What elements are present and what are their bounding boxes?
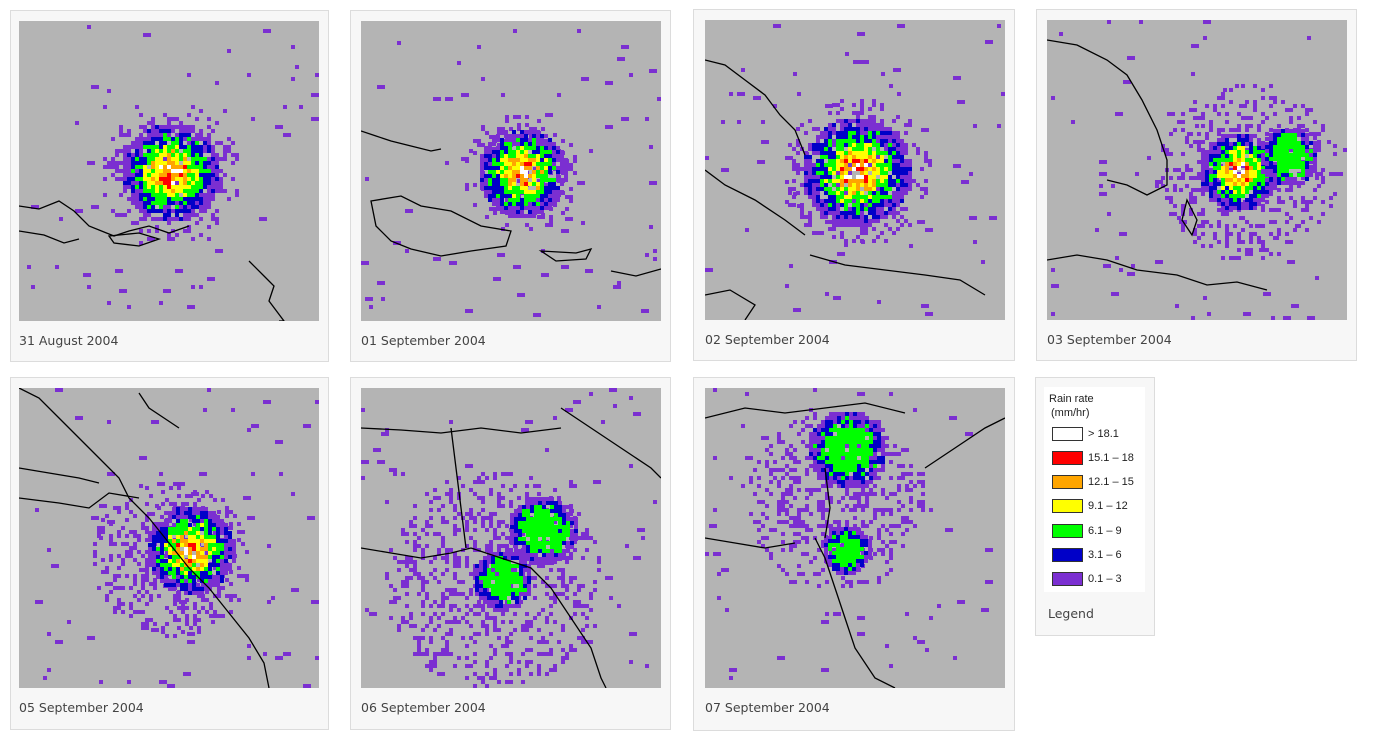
- radar-map-graphic: [19, 388, 319, 688]
- radar-map-image[interactable]: [361, 21, 661, 321]
- legend-unit: (mm/hr): [1051, 407, 1090, 419]
- legend-box[interactable]: Rain rate (mm/hr) > 18.1 15.1 – 18 12.1 …: [1044, 387, 1145, 592]
- legend-swatch: [1052, 548, 1083, 562]
- gallery-panel: 07 September 2004: [693, 377, 1015, 731]
- radar-map-image[interactable]: [19, 388, 319, 688]
- radar-map-graphic: [361, 29, 661, 317]
- legend-label: > 18.1: [1088, 428, 1119, 440]
- legend-swatch: [1052, 475, 1083, 489]
- radar-map-image[interactable]: [361, 388, 661, 688]
- radar-map-graphic: [1047, 20, 1347, 320]
- legend-entry: 15.1 – 18: [1052, 451, 1147, 467]
- gallery-panel: 03 September 2004: [1036, 9, 1357, 361]
- legend-title-text: Rain rate: [1049, 393, 1094, 405]
- gallery-panel: 05 September 2004: [10, 377, 329, 730]
- radar-map-image[interactable]: [705, 388, 1005, 688]
- panel-caption: 06 September 2004: [361, 700, 486, 715]
- radar-map-graphic: [705, 24, 1005, 320]
- gallery-panel: 02 September 2004: [693, 9, 1015, 361]
- legend-entry: 0.1 – 3: [1052, 572, 1147, 588]
- radar-map-graphic: [361, 388, 661, 688]
- legend-label: 9.1 – 12: [1088, 500, 1128, 512]
- legend-entry: 6.1 – 9: [1052, 524, 1147, 540]
- legend-entry: > 18.1: [1052, 427, 1147, 443]
- legend-swatch: [1052, 427, 1083, 441]
- panel-caption: 05 September 2004: [19, 700, 144, 715]
- legend-label: 0.1 – 3: [1088, 573, 1122, 585]
- gallery-panel: 01 September 2004: [350, 10, 671, 362]
- radar-map-image[interactable]: [705, 20, 1005, 320]
- legend-entry: 3.1 – 6: [1052, 548, 1147, 564]
- legend-entry: 9.1 – 12: [1052, 499, 1147, 515]
- legend-swatch: [1052, 572, 1083, 586]
- panel-caption: 07 September 2004: [705, 700, 830, 715]
- legend-caption: Legend: [1048, 606, 1094, 621]
- gallery-panel: 06 September 2004: [350, 377, 671, 730]
- gallery-panel: 31 August 2004: [10, 10, 329, 362]
- legend-label: 6.1 – 9: [1088, 525, 1122, 537]
- radar-map-image[interactable]: [1047, 20, 1347, 320]
- radar-map-graphic: [705, 388, 1005, 688]
- legend-title: Rain rate (mm/hr): [1049, 392, 1094, 420]
- legend-swatch: [1052, 451, 1083, 465]
- panel-caption: 02 September 2004: [705, 332, 830, 347]
- radar-map-graphic: [19, 25, 319, 321]
- legend-label: 12.1 – 15: [1088, 476, 1134, 488]
- legend-label: 15.1 – 18: [1088, 452, 1134, 464]
- legend-panel: Rain rate (mm/hr) > 18.1 15.1 – 18 12.1 …: [1035, 377, 1155, 636]
- legend-swatch: [1052, 499, 1083, 513]
- legend-label: 3.1 – 6: [1088, 549, 1122, 561]
- panel-caption: 01 September 2004: [361, 333, 486, 348]
- panel-caption: 31 August 2004: [19, 333, 119, 348]
- legend-entry: 12.1 – 15: [1052, 475, 1147, 491]
- panel-caption: 03 September 2004: [1047, 332, 1172, 347]
- radar-map-image[interactable]: [19, 21, 319, 321]
- legend-swatch: [1052, 524, 1083, 538]
